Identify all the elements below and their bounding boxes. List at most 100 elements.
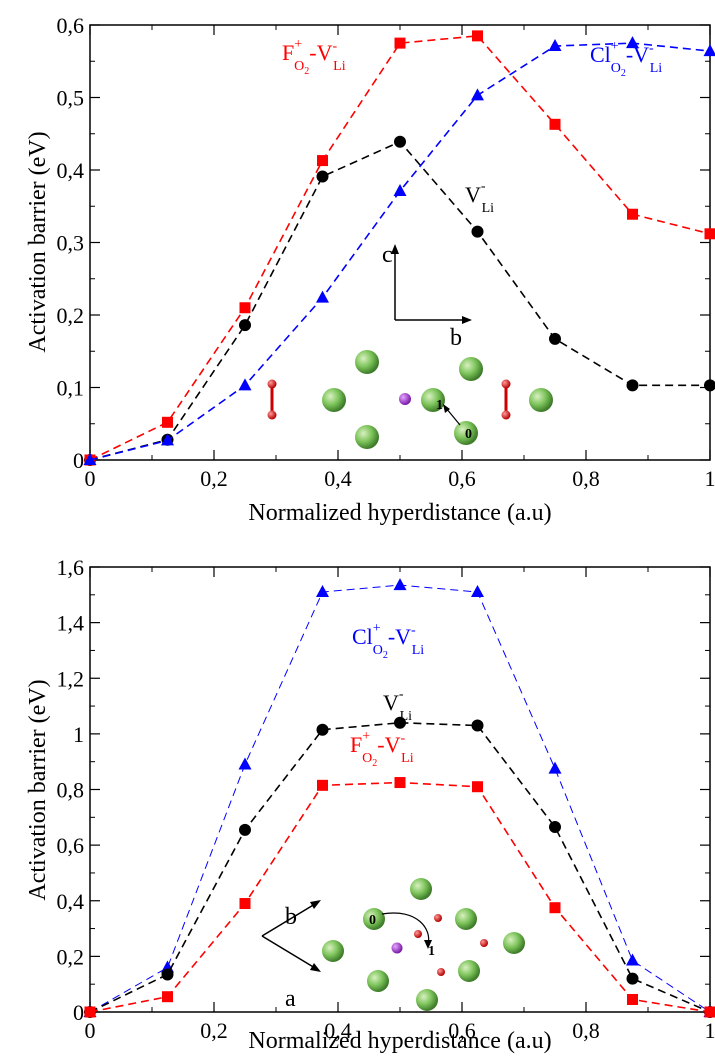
data-point [238,757,252,770]
series-v-li [84,716,715,1018]
y-tick-label: 1,6 [57,555,85,580]
atom-sphere [322,940,344,962]
inset-axes-bottom: b a [261,900,321,1012]
oxygen-atom [414,930,422,938]
oxygen-atom [267,379,277,389]
data-point [239,823,251,836]
data-point [549,821,561,834]
data-point [393,184,407,197]
data-point [627,208,638,220]
x-tick-label: 0,2 [200,1018,228,1043]
series-cl-o2-v-li [83,36,715,465]
atom-sphere [355,350,379,374]
data-point [238,378,252,391]
data-point [704,228,715,240]
atom-sphere [455,908,477,930]
x-tick-label: 0,8 [572,1018,600,1043]
data-point [471,719,484,732]
x-tick-label: 0 [85,1018,96,1043]
series-line [89,781,711,1013]
inset-axis-label-b: b [450,325,462,351]
data-point [703,44,715,57]
data-point [316,170,329,183]
inset-marker-1: 1 [436,398,443,413]
oxygen-atom [434,914,442,922]
data-point [162,416,173,428]
x-tick-label: 1 [705,466,715,491]
data-point [627,993,638,1005]
y-tick-label: 0,2 [57,944,85,969]
data-point [626,972,639,985]
oxygen-atom [267,410,277,420]
x-tick-label: 0,6 [448,1018,476,1043]
series-label-f-o2-v-li: F+ O2-V-Li [282,37,346,77]
series-label-cl-o2-v-li: Cl+ O2-V-Li [352,621,424,661]
data-point [239,898,251,910]
atom-sphere [391,942,403,954]
x-axis-label: Normalized hyperdistance (a.u) [248,500,551,526]
data-point [162,991,173,1003]
inset-marker-0: 0 [369,913,376,928]
x-tick-label: 0,4 [324,466,352,491]
series-label-f-o2-v-li: F+ O2-V-Li [350,729,414,769]
data-point [471,88,484,101]
x-tick-label: 0,8 [572,466,600,491]
y-tick-label: 0,4 [57,889,85,914]
data-point [84,1006,96,1018]
oxygen-atom [501,379,511,389]
inset-axis-label-c: c [382,242,393,268]
atom-sphere [322,388,346,412]
data-point [704,379,715,392]
atom-sphere [399,393,411,405]
data-point [161,433,174,446]
y-tick-label: 1 [73,722,84,747]
atom-sphere [503,932,525,954]
atom-sphere [410,878,432,900]
y-tick-label: 0,2 [57,303,85,328]
y-tick-label: 0,6 [57,13,85,38]
inset-axis-label-a: a [285,986,296,1012]
atom-sphere [454,421,478,445]
data-point [549,332,561,345]
data-point [316,585,329,598]
data-point [548,761,562,774]
data-point [394,135,406,148]
data-point [626,379,639,392]
data-point [549,902,561,914]
atom-sphere [355,425,379,449]
x-tick-label: 0,4 [324,1018,352,1043]
oxygen-atom [501,410,511,420]
series-label-cl-o2-v-li: Cl+ O2-V-Li [590,39,662,79]
atom-sphere [363,908,385,930]
atom-sphere [458,960,480,982]
data-point [394,37,406,49]
data-point [239,302,251,314]
data-point [394,716,406,729]
series-line [89,35,711,461]
data-point [394,777,406,789]
series-f-o2-v-li [84,777,715,1018]
data-point [317,155,328,167]
atom-sphere [459,357,483,381]
data-point [83,453,97,465]
data-point [548,39,562,52]
chart-bottom: 0 0,2 0,4 0,6 0,8 1 0 0,2 0,4 0,6 0,8 1 1,2 1,4 1,6 No… [25,555,715,1054]
atom-sphere [367,970,389,992]
y-axis-label: Activation barrier (eV) [25,679,51,900]
data-point [704,1006,715,1018]
inset-axis-label-b: b [285,904,297,930]
inset-axes-top: c b [382,242,472,351]
oxygen-atom [480,939,488,947]
y-tick-label: 0,6 [57,833,85,858]
data-point [472,781,483,793]
data-point [626,953,639,966]
atom-sphere [416,989,438,1011]
data-point [316,290,329,303]
y-tick-label: 0,5 [57,86,85,111]
data-point [316,723,329,736]
series-label-v-li: V-Li [383,687,412,724]
y-tick-label: 0 [73,1000,84,1025]
x-tick-label: 0,2 [200,466,228,491]
y-tick-label: 0,3 [57,231,85,256]
